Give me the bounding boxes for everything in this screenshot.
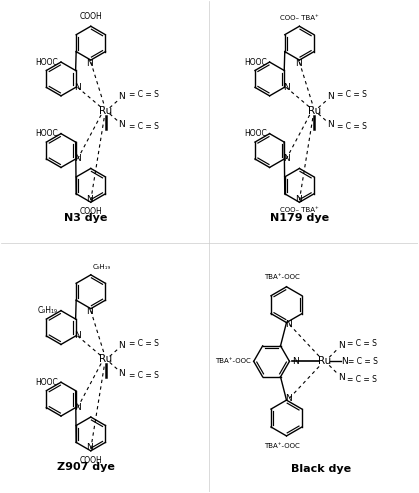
Text: COO– TBA⁺: COO– TBA⁺	[280, 15, 319, 21]
Text: N: N	[74, 83, 81, 92]
Text: = C = S: = C = S	[129, 339, 158, 348]
Text: Ru: Ru	[99, 354, 112, 364]
Text: Ru: Ru	[308, 106, 321, 116]
Text: N: N	[295, 195, 302, 204]
Text: N3 dye: N3 dye	[64, 213, 108, 223]
Text: = C = S: = C = S	[129, 122, 158, 131]
Text: Ru: Ru	[99, 106, 112, 116]
Text: N: N	[74, 403, 81, 412]
Text: = C = S: = C = S	[129, 371, 158, 380]
Text: N: N	[118, 120, 125, 129]
Text: N: N	[285, 320, 292, 329]
Text: N: N	[86, 59, 93, 68]
Text: N: N	[285, 393, 292, 403]
Text: HOOC: HOOC	[35, 58, 58, 67]
Text: = C = S: = C = S	[347, 339, 377, 348]
Text: COOH: COOH	[80, 456, 102, 465]
Text: HOOC: HOOC	[35, 129, 58, 138]
Text: = C = S: = C = S	[347, 375, 377, 384]
Text: N: N	[74, 331, 81, 341]
Text: HOOC: HOOC	[244, 58, 266, 67]
Text: = C = S: = C = S	[348, 357, 378, 366]
Text: N: N	[118, 369, 125, 378]
Text: N: N	[327, 92, 334, 102]
Text: HOOC: HOOC	[244, 129, 266, 138]
Text: TBA⁺-OOC: TBA⁺-OOC	[215, 358, 251, 364]
Text: HOOC: HOOC	[35, 378, 58, 387]
Text: Z907 dye: Z907 dye	[57, 462, 115, 472]
Text: N: N	[86, 195, 93, 204]
Text: N: N	[283, 154, 290, 164]
Text: COOH: COOH	[80, 12, 102, 21]
Text: N: N	[74, 154, 81, 164]
Text: TBA⁺-OOC: TBA⁺-OOC	[264, 274, 300, 280]
Text: N: N	[338, 341, 344, 350]
Text: N: N	[292, 357, 299, 366]
Text: N: N	[86, 443, 93, 453]
Text: N: N	[338, 373, 344, 382]
Text: Ru: Ru	[318, 356, 331, 366]
Text: N: N	[86, 307, 93, 316]
Text: N: N	[327, 120, 334, 129]
Text: COOH: COOH	[80, 207, 102, 216]
Text: N: N	[295, 59, 302, 68]
Text: N: N	[118, 341, 125, 350]
Text: N: N	[341, 357, 347, 366]
Text: = C = S: = C = S	[337, 90, 367, 100]
Text: COO– TBA⁺: COO– TBA⁺	[280, 207, 319, 213]
Text: N179 dye: N179 dye	[270, 213, 329, 223]
Text: Black dye: Black dye	[291, 464, 351, 474]
Text: C₉H₁₉: C₉H₁₉	[93, 264, 111, 270]
Text: TBA⁺-OOC: TBA⁺-OOC	[264, 443, 300, 449]
Text: N: N	[118, 92, 125, 102]
Text: C₉H₁₉: C₉H₁₉	[38, 306, 58, 315]
Text: = C = S: = C = S	[129, 90, 158, 100]
Text: = C = S: = C = S	[337, 122, 367, 131]
Text: N: N	[283, 83, 290, 92]
